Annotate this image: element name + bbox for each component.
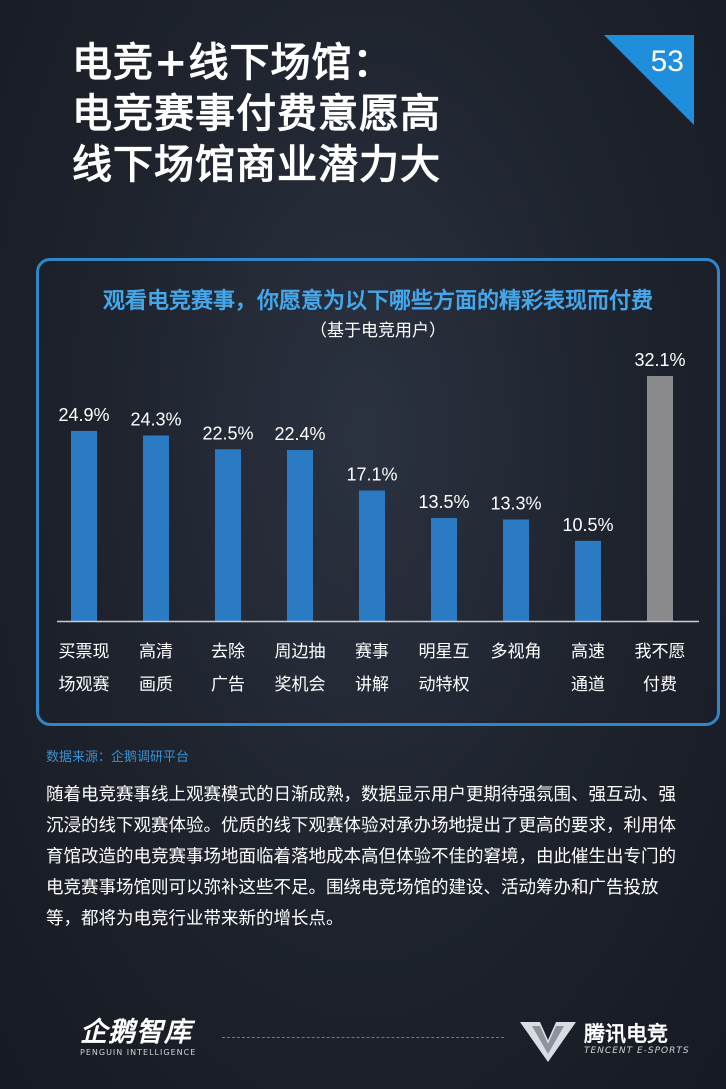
category-label-3-line-1: 去除 xyxy=(211,642,245,662)
value-label-4: 22.4% xyxy=(274,424,325,444)
page-number-badge: 53 xyxy=(604,35,694,125)
bar-4 xyxy=(287,450,313,621)
bar-5 xyxy=(359,490,385,621)
category-label-2-line-2: 画质 xyxy=(139,675,173,695)
category-label-4-line-2: 奖机会 xyxy=(275,675,326,695)
data-source: 数据来源：企鹅调研平台 xyxy=(46,750,190,765)
right-logo-text: 腾讯电竞 xyxy=(584,1022,668,1046)
value-label-6: 13.5% xyxy=(418,492,469,512)
bar-8 xyxy=(575,540,601,621)
tencent-esports-logo: 腾讯电竞 TENCENT E-SPORTS xyxy=(518,1012,698,1072)
chart-subtitle: （基于电竞用户） xyxy=(310,321,446,341)
page-number: 53 xyxy=(650,45,684,78)
title-line-3: 线下场馆商业潜力大 xyxy=(72,142,441,188)
tencent-esports-v-icon xyxy=(520,1022,576,1062)
category-label-6-line-1: 明星互 xyxy=(419,642,470,662)
category-label-4-line-1: 周边抽 xyxy=(275,642,326,662)
category-label-8-line-1: 高速 xyxy=(571,642,605,662)
category-label-6-line-2: 动特权 xyxy=(419,675,470,695)
category-label-8-line-2: 通道 xyxy=(571,675,605,695)
left-logo-subtitle: PENGUIN INTELLIGENCE xyxy=(80,1048,197,1057)
badge-triangle-icon xyxy=(604,35,694,125)
category-label-9-line-1: 我不愿 xyxy=(635,642,686,662)
bar-3 xyxy=(215,449,241,621)
value-label-1: 24.9% xyxy=(58,405,109,425)
left-logo-text: 企鹅智库 xyxy=(80,1017,192,1048)
right-logo-subtitle: TENCENT E-SPORTS xyxy=(584,1046,690,1056)
bar-6 xyxy=(431,517,457,621)
value-label-9: 32.1% xyxy=(634,350,685,370)
category-label-5-line-1: 赛事 xyxy=(355,641,389,662)
category-label-9-line-2: 付费 xyxy=(643,675,677,695)
category-label-3-line-2: 广告 xyxy=(211,675,245,695)
value-label-3: 22.5% xyxy=(202,423,253,443)
value-label-2: 24.3% xyxy=(130,410,181,430)
body-paragraph: 随着电竞赛事线上观赛模式的日渐成熟，数据显示用户更期待强氛围、强互动、强沉浸的线… xyxy=(46,785,676,929)
penguin-intelligence-logo: 企鹅智库 PENGUIN INTELLIGENCE xyxy=(74,1010,204,1070)
chart-title: 观看电竞赛事，你愿意为以下哪些方面的精彩表现而付费 xyxy=(102,289,653,314)
title-line-1: 电竞+线下场馆： xyxy=(72,40,394,86)
category-label-2-line-1: 高清 xyxy=(139,642,173,662)
bar-9 xyxy=(647,376,673,621)
title-line-2: 电竞赛事付费意愿高 xyxy=(72,91,441,137)
chart-panel: 观看电竞赛事，你愿意为以下哪些方面的精彩表现而付费 （基于电竞用户） 24.9%… xyxy=(36,258,720,726)
footer-divider xyxy=(222,1037,504,1038)
page-title: 电竞+线下场馆： 电竞赛事付费意愿高 线下场馆商业潜力大 xyxy=(72,38,441,191)
category-label-1-line-1: 买票现 xyxy=(59,642,110,662)
value-label-5: 17.1% xyxy=(346,464,397,484)
bar-2 xyxy=(143,435,169,621)
category-label-1-line-2: 场观赛 xyxy=(59,674,110,695)
value-label-8: 10.5% xyxy=(562,515,613,535)
category-label-5-line-2: 讲解 xyxy=(355,675,389,695)
bar-1 xyxy=(71,430,97,621)
category-label-7-line-1: 多视角 xyxy=(491,642,542,662)
bar-7 xyxy=(503,519,529,621)
value-label-7: 13.3% xyxy=(490,493,541,513)
